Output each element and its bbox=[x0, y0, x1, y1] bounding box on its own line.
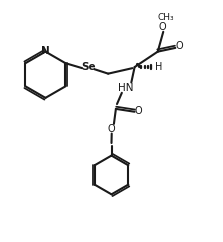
Text: O: O bbox=[108, 124, 116, 134]
Text: N: N bbox=[41, 45, 50, 55]
Text: HN: HN bbox=[118, 83, 134, 93]
Text: O: O bbox=[134, 106, 142, 116]
Text: H: H bbox=[155, 62, 163, 72]
Text: CH₃: CH₃ bbox=[158, 13, 174, 22]
Text: O: O bbox=[159, 22, 167, 32]
Text: O: O bbox=[175, 41, 183, 51]
Text: Se: Se bbox=[81, 62, 96, 72]
